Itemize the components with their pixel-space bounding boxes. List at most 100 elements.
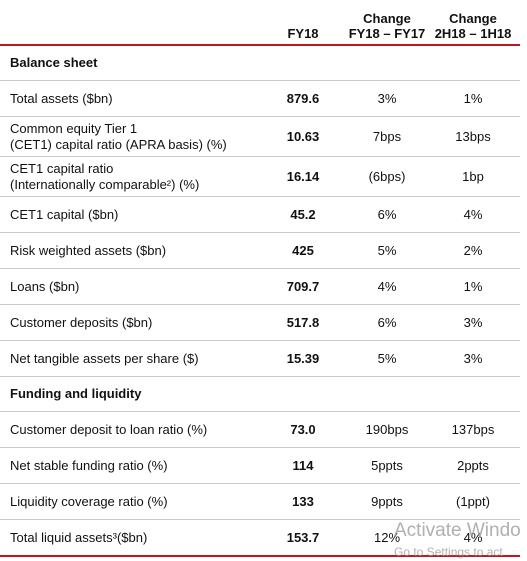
text: Funding and liquidity — [10, 386, 142, 401]
row-value: 190bps — [344, 412, 430, 447]
row-value: 153.7 — [260, 520, 346, 555]
row-value: 6% — [344, 197, 430, 232]
row-value: 425 — [260, 233, 346, 268]
column-header: FY18 — [260, 0, 346, 44]
text: 10.63 — [286, 128, 320, 144]
row-value: 73.0 — [260, 412, 346, 447]
text: Loans ($bn) — [10, 278, 80, 294]
text: 6% — [377, 206, 397, 222]
row-value: 879.6 — [260, 81, 346, 116]
text: 7bps — [372, 128, 402, 144]
table-row: Liquidity coverage ratio (%) 133 9ppts (1pp… — [0, 484, 520, 520]
row-value: 4% — [430, 197, 516, 232]
text: 13bps — [455, 128, 491, 144]
row-value: 137bps — [430, 412, 516, 447]
header-row: FY18 Change FY18 – FY17 Change 2H18 – 1H18 — [0, 0, 520, 46]
text: 190bps — [365, 421, 409, 437]
row-value: (1ppt) — [430, 484, 516, 519]
text: 45.2 — [290, 206, 316, 222]
text: 3% — [463, 350, 483, 366]
text: 1% — [463, 278, 483, 294]
row-value: 3% — [344, 81, 430, 116]
row-value: 5% — [344, 233, 430, 268]
text: (CET1) capital ratio (APRA basis) (%) — [10, 136, 227, 152]
row-value: 2ppts — [430, 448, 516, 483]
row-value: 13bps — [430, 117, 516, 156]
row-label: Common equity Tier 1 (CET1) capital ratio… — [10, 117, 265, 156]
table-row: Total liquid assets³($bn) 153.7 12% 4% — [0, 520, 520, 557]
row-value: 517.8 — [260, 305, 346, 340]
table-row: Common equity Tier 1 (CET1) capital ratio… — [0, 117, 520, 157]
row-value: 10.63 — [260, 117, 346, 156]
text: Activate Windo — [394, 520, 521, 541]
text: 9ppts — [371, 493, 403, 509]
text: 16.14 — [286, 168, 320, 184]
text: 4% — [377, 278, 397, 294]
row-value: 2% — [430, 233, 516, 268]
row-value: 1bp — [430, 157, 516, 196]
text: (6bps) — [368, 168, 406, 184]
table-row: Customer deposits ($bn) 517.8 6% 3% — [0, 305, 520, 341]
text: 2ppts — [457, 457, 489, 473]
text: Customer deposits ($bn) — [10, 314, 153, 330]
text: 3% — [463, 314, 483, 330]
text: 3% — [377, 90, 397, 106]
watermark: Activate Windo — [394, 520, 521, 542]
text: 12% — [373, 529, 401, 545]
row-label: Total assets ($bn) — [10, 81, 265, 116]
text: 1bp — [462, 168, 484, 184]
row-label: CET1 capital ratio (Internationally compa… — [10, 157, 265, 196]
text: 879.6 — [286, 90, 320, 106]
text: Go to Settings to act — [394, 545, 503, 559]
column-header: Change FY18 – FY17 — [344, 0, 430, 44]
text: 6% — [377, 314, 397, 330]
text: 517.8 — [286, 314, 320, 330]
row-value: 16.14 — [260, 157, 346, 196]
text: (1ppt) — [456, 493, 490, 509]
table-row: Net stable funding ratio (%) 114 5ppts 2ppt… — [0, 448, 520, 484]
text: Total assets ($bn) — [10, 90, 113, 106]
text: 137bps — [451, 421, 495, 437]
section-title: Funding and liquidity — [10, 377, 265, 411]
text: 5% — [377, 350, 397, 366]
text: 1% — [463, 90, 483, 106]
row-value: 1% — [430, 81, 516, 116]
text: 2H18 – 1H18 — [434, 26, 512, 41]
row-value: 3% — [430, 305, 516, 340]
text: 114 — [292, 457, 314, 473]
text: CET1 capital ratio — [10, 160, 114, 176]
table-row: Customer deposit to loan ratio (%) 73.0 19… — [0, 412, 520, 448]
text: (Internationally comparable²) (%) — [10, 176, 200, 192]
text: Total liquid assets³($bn) — [10, 529, 148, 545]
row-value: 4% — [344, 269, 430, 304]
row-label: CET1 capital ($bn) — [10, 197, 265, 232]
text: FY18 – FY17 — [348, 26, 426, 41]
text: 4% — [463, 206, 483, 222]
table-row: Loans ($bn) 709.7 4% 1% — [0, 269, 520, 305]
table-row: Total assets ($bn) 879.6 3% 1% — [0, 81, 520, 117]
table-row: CET1 capital ($bn) 45.2 6% 4% — [0, 197, 520, 233]
text: 425 — [292, 242, 314, 258]
text: Net tangible assets per share ($) — [10, 350, 199, 366]
row-label: Net stable funding ratio (%) — [10, 448, 265, 483]
section-title: Balance sheet — [10, 46, 265, 80]
text: 5% — [377, 242, 397, 258]
text: Liquidity coverage ratio (%) — [10, 493, 168, 509]
row-value: 4% — [430, 520, 516, 555]
row-value: 709.7 — [260, 269, 346, 304]
row-label: Loans ($bn) — [10, 269, 265, 304]
row-value: 114 — [260, 448, 346, 483]
text: Customer deposit to loan ratio (%) — [10, 421, 208, 437]
row-value: 45.2 — [260, 197, 346, 232]
row-value: 9ppts — [344, 484, 430, 519]
section-row: Balance sheet — [0, 46, 520, 81]
text: Balance sheet — [10, 55, 98, 70]
text: Risk weighted assets ($bn) — [10, 242, 167, 258]
row-value: 3% — [430, 341, 516, 376]
table-row: Risk weighted assets ($bn) 425 5% 2% — [0, 233, 520, 269]
text: Change — [363, 11, 411, 26]
row-value: 1% — [430, 269, 516, 304]
row-value: 133 — [260, 484, 346, 519]
row-label: Customer deposit to loan ratio (%) — [10, 412, 265, 447]
